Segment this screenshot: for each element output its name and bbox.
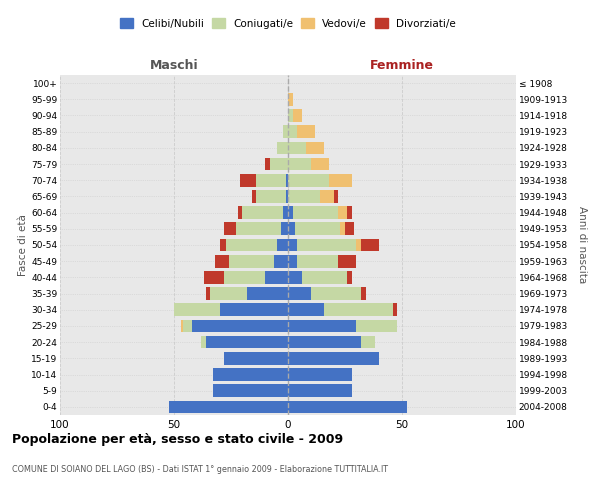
Bar	[288, 142, 306, 154]
Bar	[286, 190, 288, 202]
Bar	[356, 238, 361, 252]
Bar	[302, 271, 347, 283]
Bar	[203, 271, 224, 283]
Bar	[224, 352, 288, 364]
Bar	[288, 271, 302, 283]
Bar	[347, 271, 352, 283]
Bar	[206, 288, 211, 300]
Bar	[213, 368, 288, 381]
Bar	[270, 158, 288, 170]
Bar	[288, 174, 329, 186]
Y-axis label: Anni di nascita: Anni di nascita	[577, 206, 587, 284]
Bar	[283, 206, 288, 219]
Bar	[361, 288, 365, 300]
Bar	[286, 174, 288, 186]
Bar	[288, 206, 293, 219]
Bar	[393, 304, 397, 316]
Bar	[213, 384, 288, 397]
Bar	[238, 206, 242, 219]
Bar	[215, 255, 229, 268]
Bar	[288, 190, 320, 202]
Bar	[274, 255, 288, 268]
Bar	[288, 288, 311, 300]
Bar	[288, 158, 311, 170]
Bar	[256, 190, 286, 202]
Bar	[288, 368, 352, 381]
Bar	[229, 255, 274, 268]
Bar	[277, 142, 288, 154]
Legend: Celibi/Nubili, Coniugati/e, Vedovi/e, Divorziati/e: Celibi/Nubili, Coniugati/e, Vedovi/e, Di…	[117, 15, 459, 32]
Bar	[220, 304, 288, 316]
Bar	[169, 400, 288, 413]
Bar	[192, 320, 288, 332]
Bar	[288, 336, 361, 348]
Bar	[295, 222, 340, 235]
Text: Maschi: Maschi	[149, 59, 199, 72]
Bar	[202, 336, 206, 348]
Bar	[265, 158, 270, 170]
Bar	[288, 320, 356, 332]
Bar	[288, 109, 293, 122]
Bar	[181, 320, 183, 332]
Bar	[329, 174, 352, 186]
Text: Popolazione per età, sesso e stato civile - 2009: Popolazione per età, sesso e stato civil…	[12, 432, 343, 446]
Bar	[288, 304, 325, 316]
Text: Femmine: Femmine	[370, 59, 434, 72]
Bar	[361, 238, 379, 252]
Bar	[306, 142, 325, 154]
Bar	[224, 271, 265, 283]
Bar	[334, 190, 338, 202]
Bar	[320, 190, 334, 202]
Bar	[283, 126, 288, 138]
Bar	[345, 222, 354, 235]
Bar	[325, 304, 393, 316]
Text: COMUNE DI SOIANO DEL LAGO (BS) - Dati ISTAT 1° gennaio 2009 - Elaborazione TUTTI: COMUNE DI SOIANO DEL LAGO (BS) - Dati IS…	[12, 466, 388, 474]
Bar	[356, 320, 397, 332]
Bar	[277, 238, 288, 252]
Bar	[297, 238, 356, 252]
Bar	[288, 93, 293, 106]
Bar	[183, 320, 192, 332]
Bar	[240, 174, 256, 186]
Bar	[288, 384, 352, 397]
Bar	[297, 126, 316, 138]
Bar	[224, 222, 236, 235]
Bar	[338, 255, 356, 268]
Y-axis label: Fasce di età: Fasce di età	[18, 214, 28, 276]
Bar	[281, 222, 288, 235]
Bar	[288, 222, 295, 235]
Bar	[288, 352, 379, 364]
Bar	[288, 255, 297, 268]
Bar	[311, 288, 361, 300]
Bar	[211, 288, 247, 300]
Bar	[174, 304, 220, 316]
Bar	[226, 238, 277, 252]
Bar	[297, 255, 338, 268]
Bar	[288, 238, 297, 252]
Bar	[361, 336, 374, 348]
Bar	[347, 206, 352, 219]
Bar	[236, 222, 281, 235]
Bar	[265, 271, 288, 283]
Bar	[288, 126, 297, 138]
Bar	[293, 109, 302, 122]
Bar	[338, 206, 347, 219]
Bar	[220, 238, 226, 252]
Bar	[288, 400, 407, 413]
Bar	[247, 288, 288, 300]
Bar	[242, 206, 283, 219]
Bar	[340, 222, 345, 235]
Bar	[251, 190, 256, 202]
Bar	[256, 174, 286, 186]
Bar	[293, 206, 338, 219]
Bar	[206, 336, 288, 348]
Bar	[311, 158, 329, 170]
